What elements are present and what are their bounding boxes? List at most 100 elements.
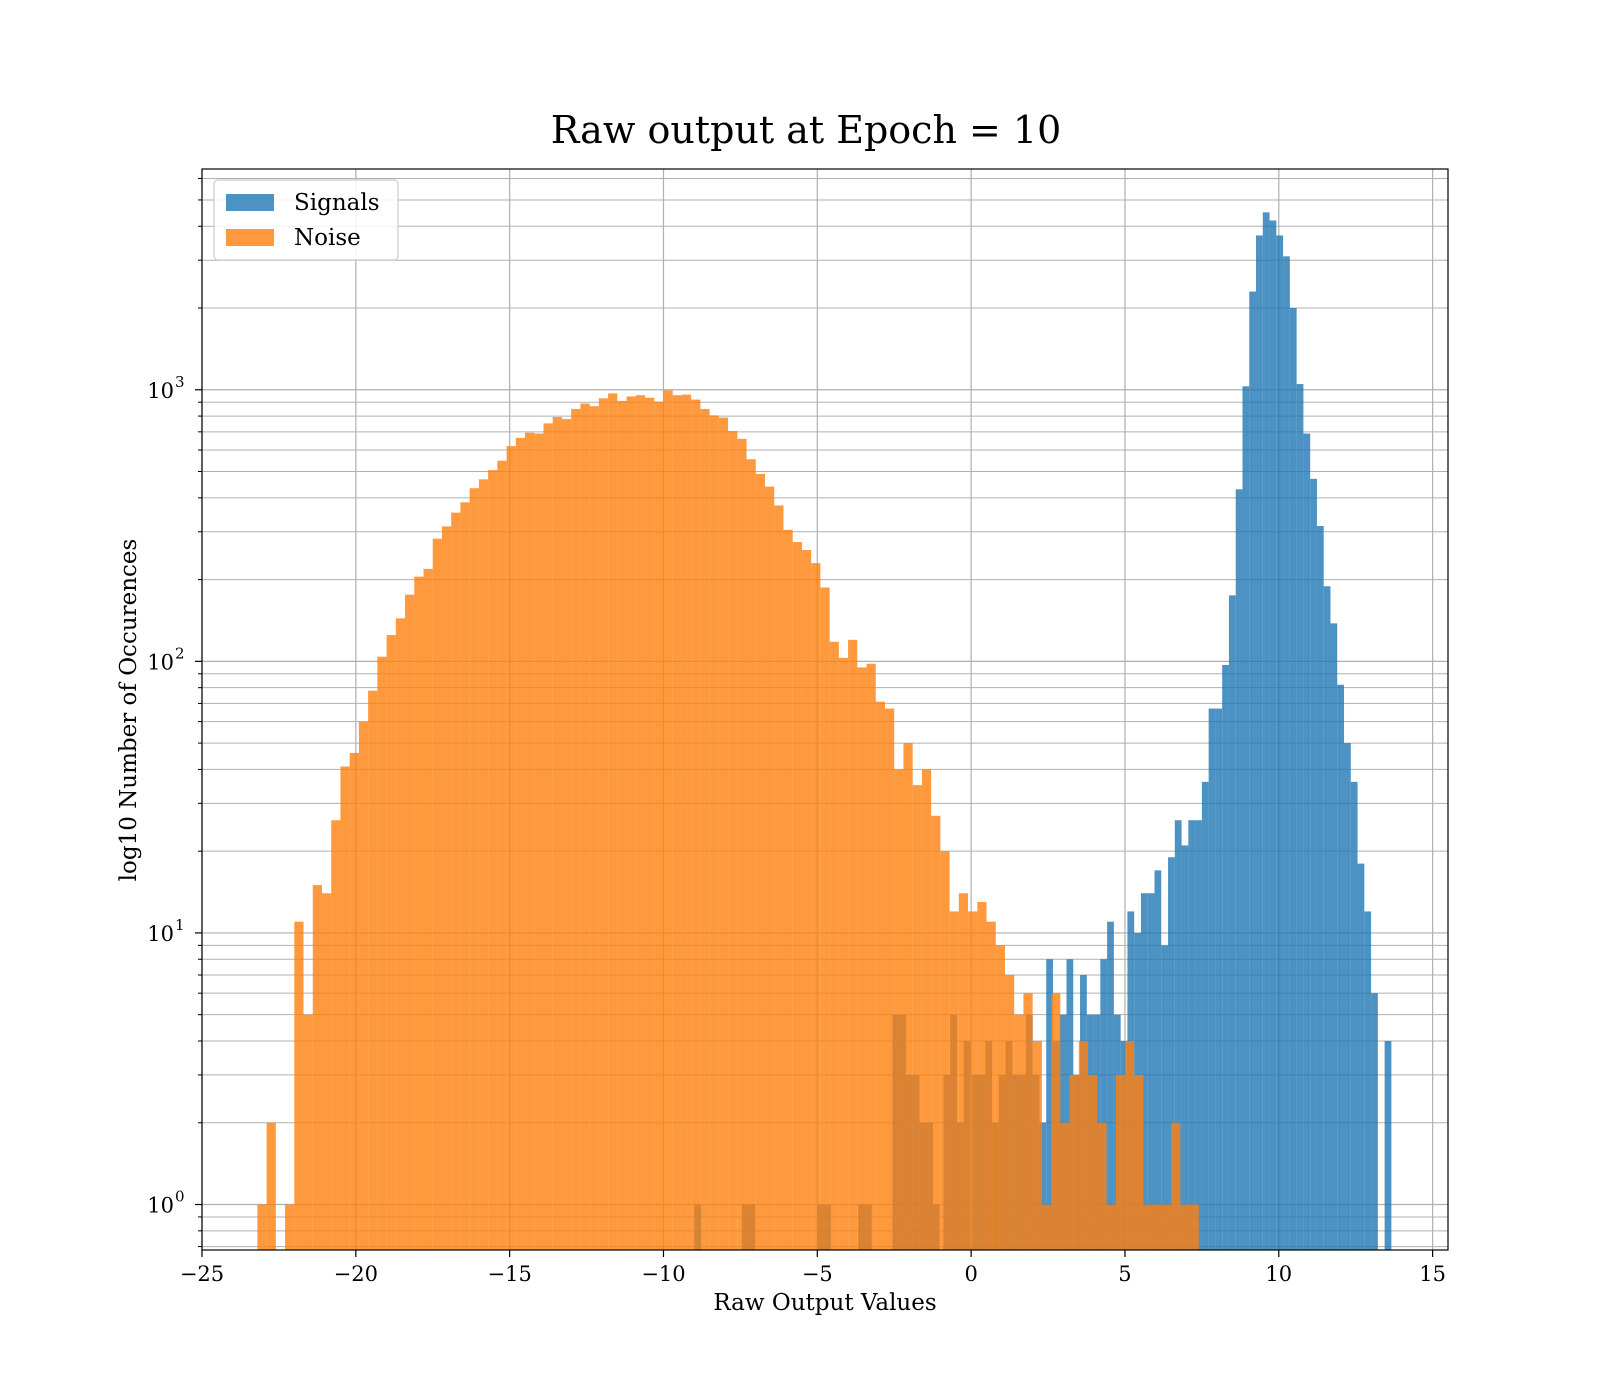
noise-bar <box>801 550 812 1250</box>
noise-bar <box>977 901 987 1250</box>
noise-bar <box>377 656 387 1250</box>
noise-bar <box>534 433 544 1250</box>
noise-bar <box>561 419 572 1250</box>
x-tick-label: −20 <box>334 1262 378 1286</box>
noise-bar <box>617 400 627 1251</box>
noise-bar <box>1134 1074 1144 1250</box>
noise-bar <box>1180 1204 1190 1250</box>
legend-label-noise: Noise <box>294 225 361 251</box>
noise-bar <box>608 393 618 1251</box>
x-tick-label: −10 <box>641 1262 685 1286</box>
signals-bar <box>1256 235 1263 1251</box>
signals-bar <box>1371 993 1378 1250</box>
noise-bar <box>441 526 452 1250</box>
noise-bar <box>1143 1204 1153 1250</box>
signals-bar <box>1174 820 1182 1250</box>
noise-bar <box>811 563 821 1250</box>
x-tick-label: 0 <box>964 1262 977 1286</box>
signals-bar <box>1303 433 1311 1250</box>
noise-bar <box>912 785 922 1250</box>
y-axis-label: log10 Number of Occurences <box>116 539 142 882</box>
noise-bar <box>995 945 1005 1250</box>
noise-bar <box>921 769 932 1250</box>
signals-bar <box>1364 911 1372 1250</box>
noise-bar <box>386 635 396 1250</box>
signals-bar <box>1195 820 1202 1250</box>
signals-bar <box>1161 945 1169 1250</box>
y-tick-label: 10 <box>147 1194 174 1218</box>
noise-bar <box>469 488 479 1251</box>
noise-bar <box>1069 1074 1079 1250</box>
noise-bar <box>405 594 415 1250</box>
noise-bar <box>515 437 526 1251</box>
signals-bar <box>1181 845 1189 1250</box>
y-tick-label: 10 <box>147 650 174 674</box>
noise-bar <box>626 396 636 1250</box>
signals-bar <box>1296 384 1304 1250</box>
noise-bar <box>1032 1041 1042 1250</box>
signals-bar <box>1235 489 1243 1250</box>
signals-bar <box>1249 291 1257 1250</box>
noise-bar <box>755 473 766 1250</box>
noise-bar <box>958 893 969 1250</box>
noise-bar <box>1051 993 1061 1250</box>
noise-bar <box>728 431 738 1250</box>
signals-bar <box>1188 820 1196 1250</box>
noise-bar <box>589 406 599 1250</box>
signals-bar <box>1208 708 1216 1250</box>
noise-bar <box>580 403 590 1250</box>
noise-bar <box>1014 1014 1024 1250</box>
noise-bar <box>1171 1122 1181 1250</box>
noise-bar <box>838 657 849 1250</box>
noise-bar <box>654 401 664 1250</box>
noise-bar <box>1078 1041 1089 1250</box>
noise-bar <box>663 390 673 1251</box>
noise-bar <box>829 641 839 1250</box>
x-tick-label: 10 <box>1265 1262 1292 1286</box>
noise-bar <box>414 576 424 1250</box>
signals-bar <box>1201 781 1209 1250</box>
noise-bar <box>1106 1204 1116 1250</box>
noise-bar <box>266 1122 276 1250</box>
y-tick-label: 10 <box>147 922 174 946</box>
signals-bar <box>1350 781 1358 1250</box>
noise-bar <box>792 542 802 1250</box>
noise-bar <box>460 502 470 1250</box>
noise-bar <box>423 568 433 1250</box>
x-axis-label: Raw Output Values <box>713 1290 936 1316</box>
x-tick-label: −25 <box>180 1262 224 1286</box>
signals-bar <box>1046 959 1053 1250</box>
legend-label-signals: Signals <box>294 190 380 216</box>
noise-bar <box>635 395 646 1251</box>
noise-bar <box>903 743 913 1250</box>
signals-bar <box>1140 893 1148 1250</box>
noise-bar <box>774 505 784 1250</box>
noise-bar <box>478 479 489 1250</box>
noise-bar <box>497 460 507 1250</box>
noise-bar <box>451 512 461 1250</box>
noise-bar <box>700 408 710 1250</box>
signals-bar <box>1107 921 1114 1250</box>
noise-bar <box>866 663 876 1250</box>
noise-bar <box>1161 1204 1172 1250</box>
noise-bar <box>525 432 535 1251</box>
signals-bar <box>1222 664 1229 1250</box>
signals-bar <box>1276 235 1284 1251</box>
noise-bar <box>737 438 747 1251</box>
signals-bar <box>1384 1041 1392 1250</box>
signals-bar <box>1039 1122 1047 1250</box>
signals-bar <box>1330 623 1338 1250</box>
y-tick-label: 10 <box>147 379 174 403</box>
noise-bar <box>285 1204 295 1250</box>
noise-bar <box>691 399 701 1250</box>
noise-bar <box>746 459 756 1250</box>
noise-bar <box>857 667 867 1250</box>
noise-bar <box>598 398 609 1250</box>
noise-bar <box>1041 1204 1052 1250</box>
noise-bar <box>875 701 885 1250</box>
signals-bar <box>1310 478 1317 1250</box>
chart-title: Raw output at Epoch = 10 <box>551 108 1062 152</box>
signals-bar <box>1344 743 1351 1250</box>
